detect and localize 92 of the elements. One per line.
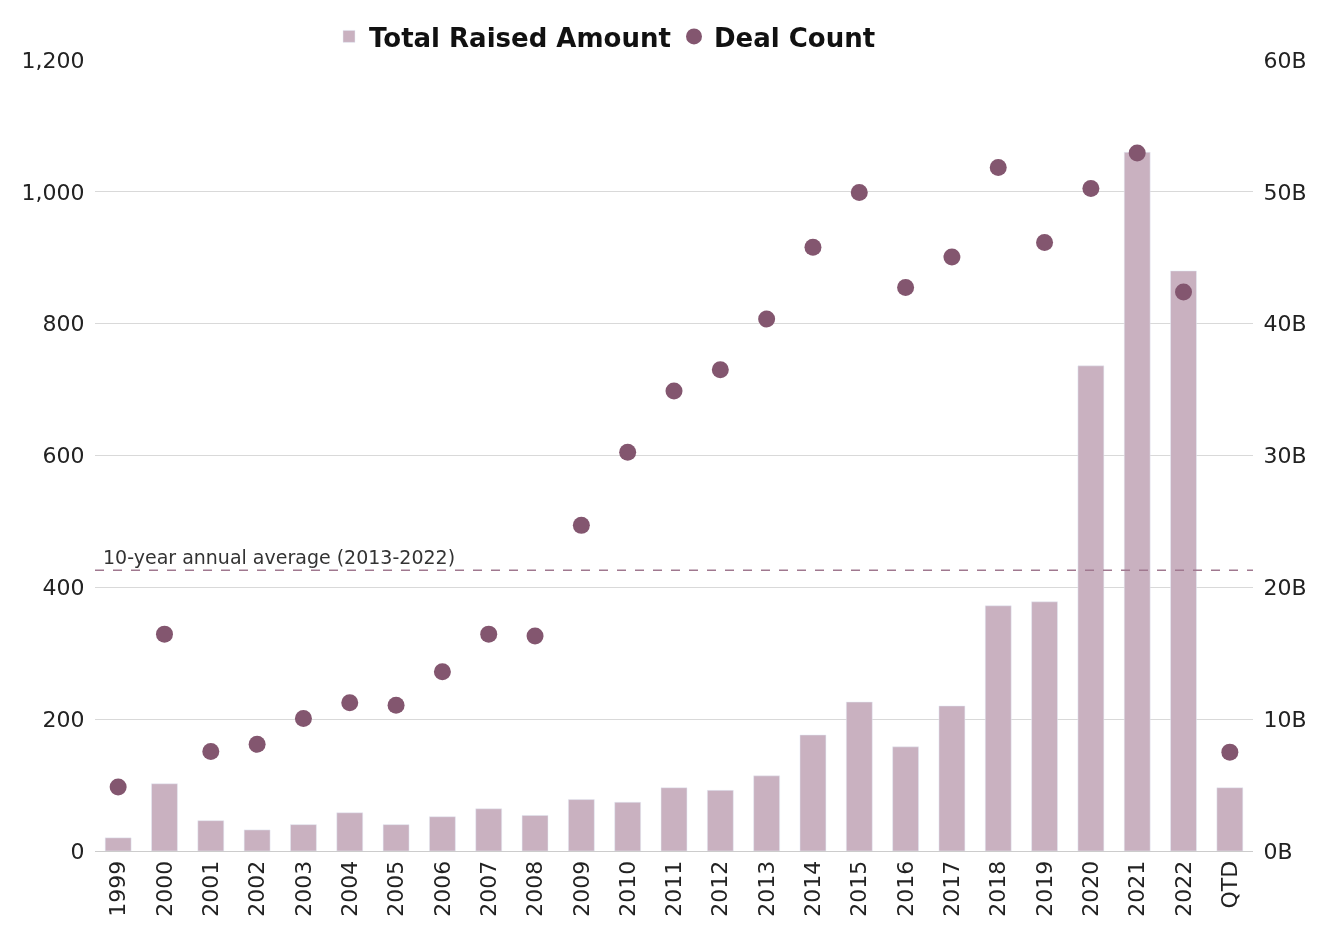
point	[1082, 180, 1100, 198]
bar	[382, 824, 410, 851]
point	[1036, 234, 1054, 252]
bar	[1123, 152, 1151, 851]
bar	[336, 812, 363, 851]
bar	[1031, 601, 1058, 851]
x-tick-label: 2010	[614, 860, 640, 917]
point	[897, 278, 915, 296]
y-tick-label: 600	[42, 443, 85, 469]
y2-tick-label: 60B	[1263, 47, 1307, 73]
bar	[707, 790, 734, 851]
point	[202, 742, 220, 760]
point	[109, 778, 127, 796]
legend-label: Deal Count	[714, 22, 876, 53]
point	[989, 158, 1007, 176]
bar	[243, 829, 271, 851]
x-tick-label: 2003	[290, 860, 316, 917]
point	[155, 625, 173, 643]
bar	[846, 701, 873, 851]
y-tick-label: 800	[42, 311, 85, 337]
bar	[104, 837, 132, 851]
point	[619, 443, 637, 461]
legend-label: Total Raised Amount	[369, 22, 671, 53]
bar	[429, 816, 456, 851]
point	[1175, 283, 1193, 301]
x-tick-label: 1999	[105, 860, 131, 917]
y-tick-label: 1,000	[21, 179, 85, 205]
y2-tick-label: 50B	[1263, 179, 1307, 205]
x-tick-label: 2014	[800, 860, 826, 917]
point	[433, 663, 451, 681]
point	[387, 696, 405, 714]
x-tick-label: 2015	[846, 860, 872, 917]
x-tick-label: 2006	[429, 860, 455, 917]
bar	[938, 705, 966, 851]
bar	[753, 775, 780, 851]
bar	[892, 746, 919, 851]
point	[1128, 144, 1146, 162]
bar	[1216, 787, 1244, 851]
bar	[1170, 270, 1197, 851]
y2-tick-label: 0B	[1263, 838, 1293, 864]
point	[804, 238, 822, 256]
x-tick-label: 2009	[568, 860, 594, 917]
x-tick-label: 2020	[1078, 860, 1104, 917]
bar	[1077, 365, 1105, 851]
y2-tick-label: 10B	[1263, 706, 1307, 732]
bar	[799, 734, 827, 851]
y-tick-label: 200	[42, 706, 85, 732]
x-tick-label: 2013	[753, 860, 779, 917]
y-tick-label: 0	[70, 838, 85, 864]
x-tick-label: 2008	[522, 860, 548, 917]
point	[480, 625, 498, 643]
bar	[197, 820, 225, 851]
point	[758, 310, 776, 328]
y-tick-label: 1,200	[21, 47, 85, 73]
bar	[660, 787, 688, 851]
x-tick-label: 2012	[707, 860, 733, 917]
point	[294, 710, 312, 727]
x-tick-label: 2011	[661, 860, 687, 917]
x-tick-label: 2007	[475, 860, 501, 917]
x-tick-label: 2018	[985, 860, 1011, 917]
x-tick-label: 2001	[197, 860, 223, 917]
point	[943, 248, 961, 266]
y2-tick-label: 40B	[1263, 311, 1307, 337]
y-tick-label: 400	[42, 575, 85, 601]
bar	[290, 824, 317, 851]
y2-tick-label: 20B	[1263, 575, 1307, 601]
point	[850, 183, 868, 201]
x-tick-label: 2000	[151, 860, 177, 917]
x-tick-label: 2019	[1031, 860, 1057, 917]
x-tick-label: 2004	[336, 860, 362, 917]
y2-tick-label: 30B	[1263, 443, 1307, 469]
x-tick-label: 2022	[1170, 860, 1196, 917]
point	[1221, 743, 1239, 761]
point	[665, 382, 683, 400]
x-tick-label: 2021	[1124, 860, 1150, 917]
bar	[521, 815, 549, 851]
bar	[568, 799, 595, 851]
x-tick-label: 2017	[939, 860, 965, 917]
x-tick-label: 2005	[383, 860, 409, 917]
x-tick-label: 2016	[892, 860, 918, 917]
x-tick-label: 2002	[244, 860, 270, 917]
bar	[475, 808, 502, 851]
x-tick-label: QTD	[1216, 860, 1242, 909]
bar	[985, 605, 1012, 851]
bar	[614, 801, 641, 851]
point	[711, 361, 729, 379]
point	[341, 694, 359, 712]
point	[526, 627, 544, 645]
bar	[151, 783, 178, 851]
point	[248, 735, 266, 753]
ref-line-label: 10-year annual average (2013-2022)	[103, 546, 456, 568]
point	[572, 516, 590, 534]
